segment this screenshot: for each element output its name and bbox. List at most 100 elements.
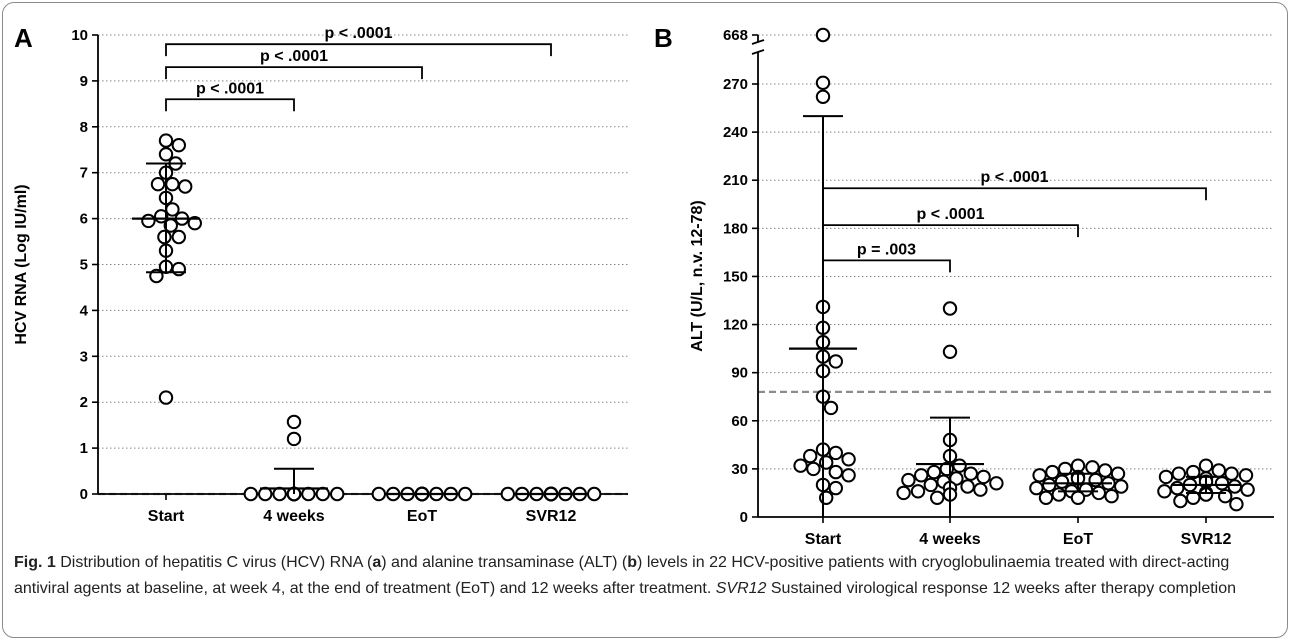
chart-b-data-point [1227, 479, 1242, 494]
chart-a-x-tick-label: EoT [407, 508, 437, 525]
chart-b-data-point [1186, 464, 1201, 480]
chart-a-y-tick-label: 2 [80, 394, 88, 411]
caption-panel-a: a [372, 554, 382, 571]
chart-b-data-point [1218, 489, 1233, 504]
chart-a-significance-bracket [165, 98, 295, 112]
chart-b-data-point [960, 479, 975, 494]
chart-b-data-point [1058, 461, 1073, 477]
chart-b-data-point [942, 301, 958, 316]
chart-b-data-point [923, 477, 938, 493]
chart-a-p-value-label: p < .0001 [196, 80, 264, 97]
chart-b-data-point [793, 458, 808, 473]
chart-a-data-point [272, 486, 287, 502]
chart-b-y-tick-label: 668 [723, 27, 748, 44]
chart-a-x-tick-label: 4 weeks [263, 508, 324, 525]
chart-b-data-point [1171, 466, 1186, 481]
chart-b-data-point [1051, 487, 1066, 502]
chart-b-data-point [1110, 466, 1126, 481]
chart-b-data-point [1104, 489, 1119, 504]
chart-a-p-value-label: p < .0001 [260, 48, 328, 65]
chart-b-data-point [976, 469, 991, 485]
chart-b-data-point [1211, 463, 1226, 478]
chart-a-y-tick-label: 9 [80, 73, 88, 90]
chart-a-y-tick-label: 4 [80, 302, 89, 319]
chart-b-data-point [1157, 484, 1172, 499]
chart-b-y-axis-label: ALT (U/L, n.v. 12-78) [689, 200, 706, 351]
chart-b-data-point [1091, 485, 1106, 501]
chart-a-data-point [171, 261, 187, 277]
chart-b-data-point [1114, 479, 1129, 494]
chart-a-y-tick-label: 7 [80, 165, 88, 182]
chart-b-data-point [914, 468, 929, 483]
caption-text-2: ) and alanine transaminase (ALT) ( [381, 554, 628, 571]
chart-b-data-point [841, 468, 856, 483]
chart-b-data-point [973, 482, 988, 497]
chart-a-data-point [187, 216, 203, 231]
chart-a-data-point [158, 133, 174, 148]
chart-b-data-point [952, 458, 967, 473]
chart-b-y-tick-label: 270 [723, 76, 748, 93]
chart-a-y-tick-label: 3 [80, 348, 88, 365]
chart-a-x-tick-label: SVR12 [526, 508, 577, 525]
chart-a-data-point [158, 390, 174, 405]
chart-a-y-tick-label: 8 [80, 119, 88, 136]
chart-b-x-tick-label: SVR12 [1181, 531, 1232, 545]
chart-b-axis-break-mark [751, 39, 765, 45]
chart-a-data-point [150, 177, 166, 192]
chart-b-data-point [1238, 468, 1254, 483]
chart-a-data-point [286, 414, 302, 430]
chart-b-y-tick-label: 60 [731, 413, 748, 430]
chart-b-data-point [1224, 466, 1239, 481]
chart-b-y-tick-label: 0 [740, 509, 748, 526]
chart-b-data-point [1173, 493, 1188, 509]
chart-b-data-point [930, 490, 945, 505]
chart-a-data-point [178, 179, 193, 194]
chart-b-data-point [1198, 458, 1214, 473]
chart-a-data-point [301, 486, 316, 502]
caption-label: Fig. 1 [14, 554, 56, 571]
chart-b-y-tick-label: 90 [731, 365, 748, 382]
chart-a-data-point [500, 486, 515, 502]
chart-a-data-point [165, 177, 180, 192]
caption-text-3: ) levels in 22 HCV-positive patients wit… [14, 554, 1230, 597]
chart-b-data-point [963, 466, 978, 481]
chart-b-x-tick-label: 4 weeks [919, 531, 980, 545]
chart-a-hcv-rna: A HCV RNA (Log IU/ml) 0 1 2 3 4 5 6 7 8 9 10 Start 4 w… [13, 23, 628, 525]
chart-b-y-tick-label: 120 [723, 317, 748, 334]
chart-b-data-point [896, 485, 911, 501]
chart-b-significance-bracket [822, 259, 951, 273]
chart-a-y-axis-label: HCV RNA (Log IU/ml) [13, 184, 30, 344]
chart-b-data-point [815, 75, 831, 91]
chart-b-data-point [819, 455, 834, 470]
chart-b-data-point [1214, 476, 1230, 491]
chart-b-data-point [926, 464, 942, 480]
chart-b-p-value-label: p = .003 [857, 241, 916, 258]
chart-b-data-point [1029, 480, 1044, 496]
chart-b-data-point [819, 490, 834, 505]
chart-b-p-value-label: p < .0001 [980, 169, 1048, 186]
chart-b-y-tick-label: 210 [723, 172, 748, 189]
chart-b-y-tick-label: 240 [723, 124, 748, 141]
chart-a-data-point [171, 138, 187, 153]
chart-a-data-point [330, 486, 345, 502]
chart-b-data-point [823, 400, 839, 416]
chart-a-y-tick-label: 5 [80, 257, 88, 274]
chart-b-data-point [828, 445, 844, 461]
chart-b-data-point [815, 89, 831, 105]
chart-b-data-point [942, 344, 958, 359]
chart-a-panel-label: A [14, 23, 33, 53]
chart-b-data-point [1070, 490, 1086, 505]
chart-b-data-point [828, 354, 844, 369]
chart-b-data-point [1045, 464, 1060, 480]
chart-a-data-point [243, 486, 259, 502]
chart-b-p-value-label: p < .0001 [916, 206, 984, 223]
chart-b-data-point [989, 476, 1004, 491]
chart-b-data-point [901, 472, 916, 488]
chart-a-data-point [258, 486, 273, 502]
chart-b-data-point [1186, 490, 1201, 505]
chart-b-data-point [1032, 468, 1047, 483]
chart-b-y-tick-label: 30 [731, 461, 748, 478]
chart-a-data-point [286, 431, 302, 447]
chart-a-y-tick-label: 1 [80, 440, 88, 457]
